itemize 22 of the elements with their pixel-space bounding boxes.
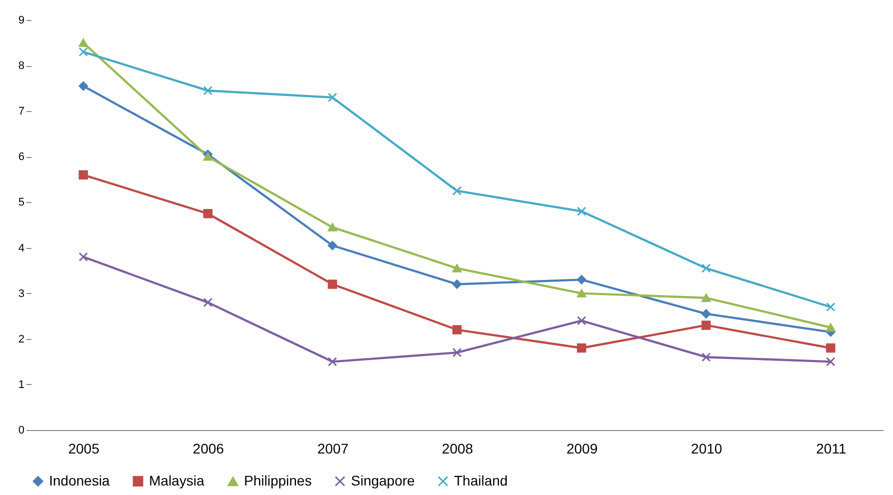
x-tick-label: 2006: [192, 440, 224, 456]
y-tick-label: 6: [18, 151, 24, 164]
x-tick-label: 2007: [317, 440, 349, 456]
legend-label: Philippines: [244, 472, 312, 488]
y-tick-label: 3: [18, 288, 24, 300]
legend-label: Malaysia: [149, 472, 204, 488]
y-tick-label: 8: [18, 60, 24, 72]
y-tick-label: 0: [18, 424, 24, 436]
x-tick-label: 2005: [68, 440, 100, 456]
x-tick-label: 2011: [816, 440, 846, 456]
legend-label: Indonesia: [49, 472, 110, 488]
x-tick-label: 2009: [566, 440, 598, 456]
x-tick-label: 2010: [691, 440, 722, 456]
y-tick-label: 4: [18, 242, 24, 254]
y-tick-label: 7: [18, 106, 24, 118]
x-tick-label: 2008: [442, 440, 474, 456]
y-tick-label: 2: [18, 333, 24, 346]
legend-label: Singapore: [351, 472, 416, 488]
legend-label: Thailand: [454, 472, 508, 488]
y-tick-label: 9: [18, 14, 24, 26]
y-tick-label: 5: [18, 196, 24, 209]
y-tick-label: 1: [18, 378, 24, 391]
